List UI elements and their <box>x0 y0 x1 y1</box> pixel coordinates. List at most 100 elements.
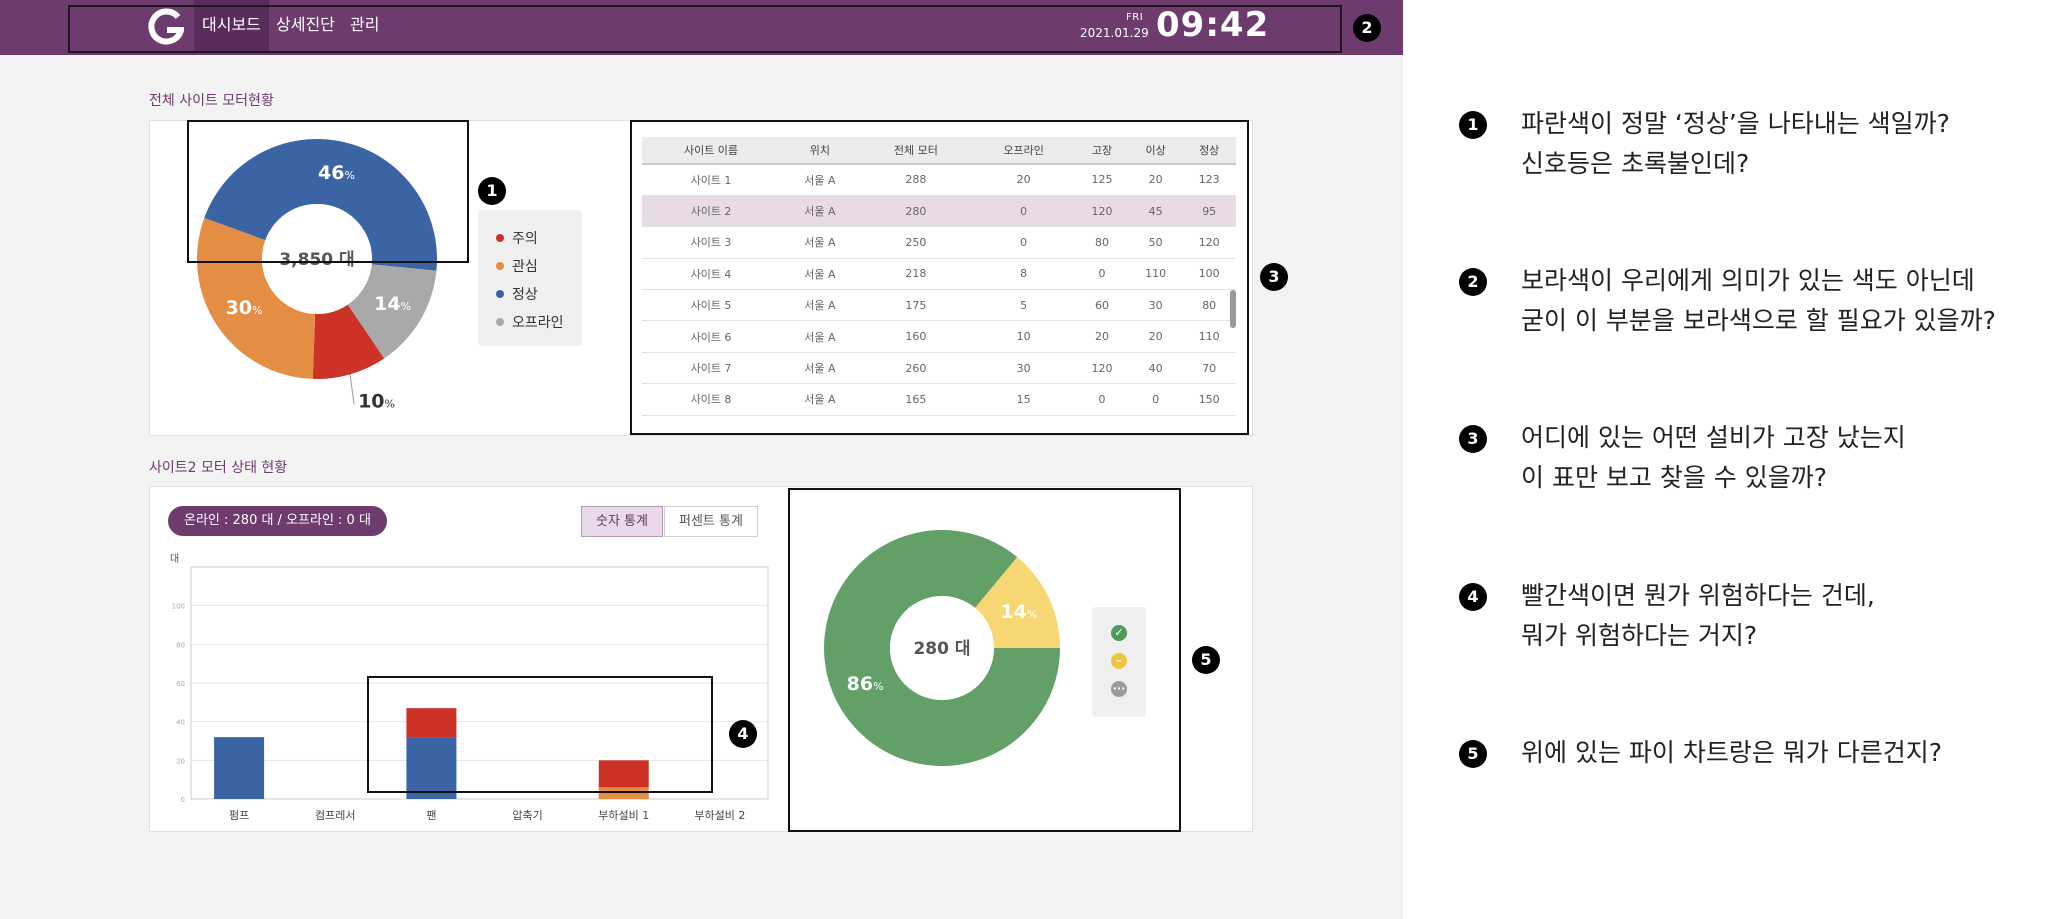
table-row[interactable]: 사이트 4 서울 A 218 8 0 110 100 <box>642 258 1236 291</box>
marker-3: 3 <box>1260 263 1288 291</box>
day-of-week: FRI <box>1126 12 1144 23</box>
minus-icon: – <box>1111 653 1127 669</box>
nav-admin[interactable]: 관리 <box>350 15 380 34</box>
nav-detail-diagnosis[interactable]: 상세진단 <box>276 15 335 34</box>
table-row[interactable]: 사이트 2 서울 A 280 0 120 45 95 <box>642 195 1236 228</box>
table-cell: 218 <box>859 258 972 291</box>
x-tick-label: 부하설비 2 <box>694 808 745 822</box>
table-cell: 0 <box>971 195 1076 228</box>
column-header[interactable]: 정상 <box>1182 137 1236 165</box>
note-2-line-1: 보라색이 우리에게 의미가 있는 색도 아닌데 <box>1521 266 1975 295</box>
table-row[interactable]: 사이트 5 서울 A 175 5 60 30 80 <box>642 289 1236 322</box>
table-cell: 8 <box>971 258 1076 291</box>
y-tick-label: 20 <box>176 757 185 765</box>
table-cell: 15 <box>971 383 1076 416</box>
note-2: 보라색이 우리에게 의미가 있는 색도 아닌데 굳이 이 부분을 보라색으로 할… <box>1521 261 1996 341</box>
marker-4: 4 <box>729 720 757 748</box>
y-tick-label: 0 <box>181 796 185 804</box>
column-header[interactable]: 사이트 이름 <box>642 137 781 165</box>
site2-slice-0[interactable] <box>824 530 1060 766</box>
column-header[interactable]: 전체 모터 <box>859 137 972 165</box>
table-row[interactable]: 사이트 8 서울 A 165 15 0 0 150 <box>642 383 1236 416</box>
note-3-line-2: 이 표만 보고 찾을 수 있을까? <box>1521 463 1828 492</box>
note-4: 빨간색이면 뭔가 위험하다는 건데, 뭐가 위험하다는 거지? <box>1521 576 1875 656</box>
bar-segment[interactable] <box>406 708 457 738</box>
table-cell: 30 <box>971 352 1076 385</box>
donut-center-total: 3,850 대 <box>279 250 354 270</box>
table-cell: 150 <box>1182 383 1236 416</box>
y-axis-unit: 대 <box>170 553 179 565</box>
note-marker-5: 5 <box>1459 740 1487 768</box>
table-cell: 20 <box>1128 320 1183 353</box>
legend-item: 오프라인 <box>496 312 564 332</box>
table-cell: 125 <box>1075 164 1129 196</box>
status-slice-0[interactable] <box>204 139 437 271</box>
status-slice-2[interactable] <box>312 304 385 379</box>
table-cell: 사이트 2 <box>642 195 781 228</box>
y-tick-label: 40 <box>176 719 185 727</box>
nav-dashboard[interactable]: 대시보드 <box>194 0 269 53</box>
current-time: 09:42 <box>1156 5 1270 45</box>
table-cell: 20 <box>971 164 1076 196</box>
status-slice-3[interactable] <box>197 217 316 379</box>
table-scrollbar[interactable] <box>1230 290 1236 328</box>
table-cell: 사이트 8 <box>642 383 781 416</box>
marker-2: 2 <box>1353 14 1381 42</box>
column-header[interactable]: 오프라인 <box>971 137 1076 165</box>
table-cell: 110 <box>1182 320 1236 353</box>
table-cell: 서울 A <box>780 289 860 322</box>
table-row[interactable]: 사이트 6 서울 A 160 10 20 20 110 <box>642 320 1236 353</box>
table-cell: 사이트 7 <box>642 352 781 385</box>
bar-segment[interactable] <box>406 737 457 799</box>
table-cell: 20 <box>1128 164 1183 196</box>
table-cell: 288 <box>859 164 972 196</box>
table-cell: 40 <box>1128 352 1183 385</box>
table-cell: 서울 A <box>780 352 860 385</box>
site-table-body: 사이트 1 서울 A 288 20 125 20 123 사이트 2 서울 A 280 0 120 45… <box>642 164 1236 416</box>
table-cell: 100 <box>1182 258 1236 291</box>
site2-bar-chart: 대 0 20 40 60 80 100 펌프 컴프레서 팬 압축기 부하설비 1 부하설비 2 <box>170 553 769 822</box>
note-4-line-2: 뭐가 위험하다는 거지? <box>1521 621 1758 650</box>
percent-stats-toggle[interactable]: 퍼센트 통계 <box>664 506 758 537</box>
legend-label: 오프라인 <box>512 315 564 331</box>
table-cell: 5 <box>971 289 1076 322</box>
check-icon: ✓ <box>1111 625 1127 641</box>
count-stats-toggle[interactable]: 숫자 통계 <box>581 506 663 537</box>
table-cell: 60 <box>1075 289 1129 322</box>
current-date: 2021.01.29 <box>1080 26 1149 40</box>
table-row[interactable]: 사이트 1 서울 A 288 20 125 20 123 <box>642 164 1236 196</box>
legend-dot-icon <box>496 290 504 298</box>
site2-slice-1[interactable] <box>975 557 1060 648</box>
legend-dot-icon <box>496 262 504 270</box>
note-4-line-1: 빨간색이면 뭔가 위험하다는 건데, <box>1521 581 1875 610</box>
all-sites-donut-chart: 46%14%10%30%3,850 대 <box>197 139 437 412</box>
y-tick-label: 80 <box>176 641 185 649</box>
table-cell: 250 <box>859 226 972 259</box>
section-title-site2: 사이트2 모터 상태 현황 <box>149 460 288 476</box>
status-slice-1[interactable] <box>347 264 437 359</box>
table-cell: 서울 A <box>780 226 860 259</box>
bar-segment[interactable] <box>214 737 265 799</box>
column-header[interactable]: 위치 <box>780 137 860 165</box>
table-cell: 160 <box>859 320 972 353</box>
legend-label: 주의 <box>512 231 538 247</box>
table-row[interactable]: 사이트 3 서울 A 250 0 80 50 120 <box>642 226 1236 259</box>
bar-segment[interactable] <box>598 787 649 799</box>
table-cell: 120 <box>1075 352 1129 385</box>
table-cell: 사이트 1 <box>642 164 781 196</box>
column-header[interactable]: 이상 <box>1128 137 1183 165</box>
table-cell: 10 <box>971 320 1076 353</box>
dots-icon: ··· <box>1111 681 1127 697</box>
note-3: 어디에 있는 어떤 설비가 고장 났는지 이 표만 보고 찾을 수 있을까? <box>1521 418 1906 498</box>
table-cell: 260 <box>859 352 972 385</box>
marker-5: 5 <box>1192 646 1220 674</box>
column-header[interactable]: 고장 <box>1075 137 1129 165</box>
g-logo-icon[interactable] <box>148 8 184 48</box>
bar-segment[interactable] <box>598 760 649 788</box>
note-1-line-2: 신호등은 초록불인데? <box>1521 149 1750 178</box>
x-tick-label: 압축기 <box>512 809 542 822</box>
x-tick-label: 컴프레서 <box>315 809 355 822</box>
table-cell: 50 <box>1128 226 1183 259</box>
table-row[interactable]: 사이트 7 서울 A 260 30 120 40 70 <box>642 352 1236 385</box>
